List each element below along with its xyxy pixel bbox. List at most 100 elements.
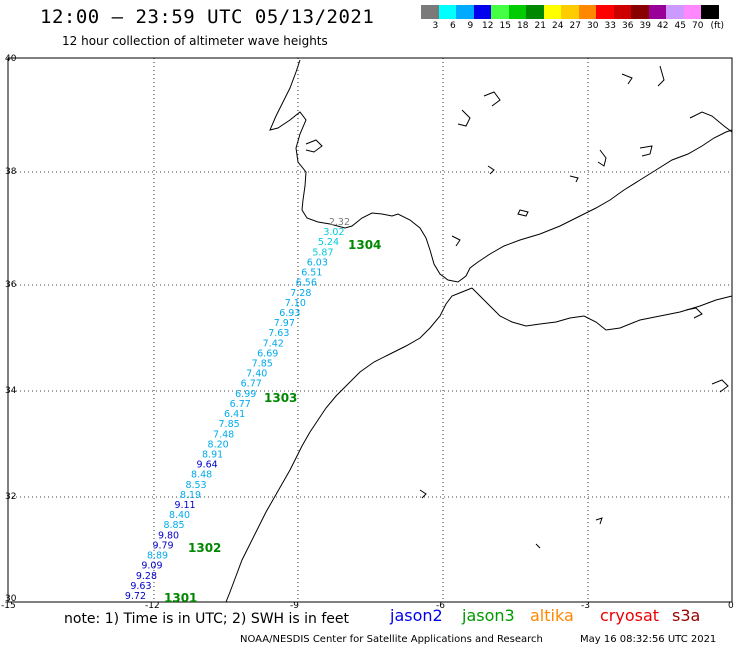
wave-height-reading: 5.24 [318,237,339,248]
legend-label: 33 [604,21,616,31]
legend-swatch [526,5,544,19]
wave-height-reading: 6.93 [279,308,300,319]
wave-height-reading: 8.53 [185,480,206,491]
legend-swatch [438,5,456,19]
latitude-label: 30 [5,594,17,604]
legend-label: 45 [674,21,686,31]
latitude-label: 32 [5,492,17,502]
legend-swatch [491,5,509,19]
wave-height-reading: 7.63 [268,328,289,339]
wave-height-reading: 7.42 [263,338,284,349]
legend-label: 15 [499,21,511,31]
footer-credit: NOAA/NESDIS Center for Satellite Applica… [240,634,543,645]
wave-height-reading: 3.02 [323,227,344,238]
satellite-label-jason3: jason3 [462,606,515,625]
legend-swatch [596,5,614,19]
page-title: 12:00 – 23:59 UTC 05/13/2021 [40,6,375,28]
wave-height-reading: 6.99 [235,389,256,400]
legend-label: 36 [622,21,634,31]
track-time-label: 1302 [188,541,221,555]
wave-height-reading: 2.32 [329,217,350,228]
wave-height-reading: 6.77 [241,379,262,390]
wave-height-reading: 9.80 [158,530,179,541]
wave-height-reading: 9.09 [141,561,162,572]
wave-height-reading: 6.03 [307,257,328,268]
footer-note: note: 1) Time is in UTC; 2) SWH is in fe… [64,611,350,627]
wave-height-reading: 6.77 [230,399,251,410]
legend-swatch [543,5,561,19]
legend-label: 18 [517,21,529,31]
legend-swatch [578,5,596,19]
latitude-label: 36 [5,280,17,290]
wave-height-reading: 7.28 [290,288,311,299]
map-frame [7,57,733,603]
satellite-label-cryosat: cryosat [600,606,660,625]
satellite-label-s3a: s3a [672,606,701,625]
latitude-label: 40 [5,54,17,64]
wave-height-reading: 8.85 [163,520,184,531]
track-time-label: 1303 [264,391,297,405]
footer-timestamp: May 16 08:32:56 UTC 2021 [580,634,717,645]
wave-height-reading: 5.87 [312,247,333,258]
map-grid [8,58,732,602]
longitude-label: -12 [145,601,160,611]
wave-height-reading: 7.97 [274,318,295,329]
legend-swatch [473,5,491,19]
wave-height-reading: 6.51 [301,268,322,279]
track-readings: 2.323.025.245.876.036.516.567.287.106.93… [125,217,350,602]
wave-height-reading: 7.85 [219,419,240,430]
track-time-labels: 1304 1303 1302 1301 [164,238,381,605]
legend-label: 30 [587,21,599,31]
track-time-label: 1301 [164,591,197,605]
satellite-label-jason2: jason2 [390,606,443,625]
wave-height-reading: 9.72 [125,591,146,602]
wave-height-reading: 7.40 [246,369,267,380]
track-time-label: 1304 [348,238,381,252]
legend-swatch [508,5,526,19]
longitude-label: -9 [290,601,299,611]
legend-swatch [561,5,579,19]
wave-height-reading: 8.48 [191,470,212,481]
wave-height-reading: 8.19 [180,490,201,501]
latitude-label: 34 [5,386,17,396]
wave-height-reading: 6.56 [296,278,317,289]
wave-height-reading: 7.10 [285,298,306,309]
legend-swatch [666,5,684,19]
legend-swatch [648,5,666,19]
legend-label: 12 [482,21,494,31]
legend-label: 27 [569,21,581,31]
legend-label: 24 [552,21,564,31]
longitude-label: -6 [436,601,445,611]
coastline [225,59,733,603]
wave-height-reading: 8.40 [169,510,190,521]
page-subtitle: 12 hour collection of altimeter wave hei… [62,34,328,48]
wave-height-reading: 9.28 [136,571,157,582]
legend-swatch [421,5,439,19]
wave-height-reading: 9.11 [174,500,195,511]
legend-label: 9 [467,21,474,31]
latitude-label: 38 [5,167,17,177]
legend-label: 39 [639,21,651,31]
wave-height-reading: 8.20 [208,439,229,450]
longitude-label: -15 [1,601,16,611]
legend-swatch [456,5,474,19]
wave-height-reading: 7.85 [252,359,273,370]
wave-height-reading: 7.48 [213,429,234,440]
legend-label: 42 [657,21,669,31]
wave-height-reading: 9.79 [152,541,173,552]
legend-swatch [631,5,649,19]
legend-label: 70 [692,21,704,31]
satellite-label-altika: altika [530,606,574,625]
legend-swatch [683,5,701,19]
legend-label: 3 [432,21,439,31]
wave-height-reading: 6.41 [224,409,245,420]
legend-label: 21 [534,21,546,31]
wave-height-reading: 6.69 [257,348,278,359]
wave-height-reading: 8.91 [202,450,223,461]
legend-label: 6 [450,21,456,31]
legend-unit: (ft) [710,21,725,31]
legend-swatch [701,5,719,19]
longitude-label: -3 [581,601,590,611]
wave-height-reading: 9.63 [130,581,151,592]
legend-swatch [613,5,631,19]
